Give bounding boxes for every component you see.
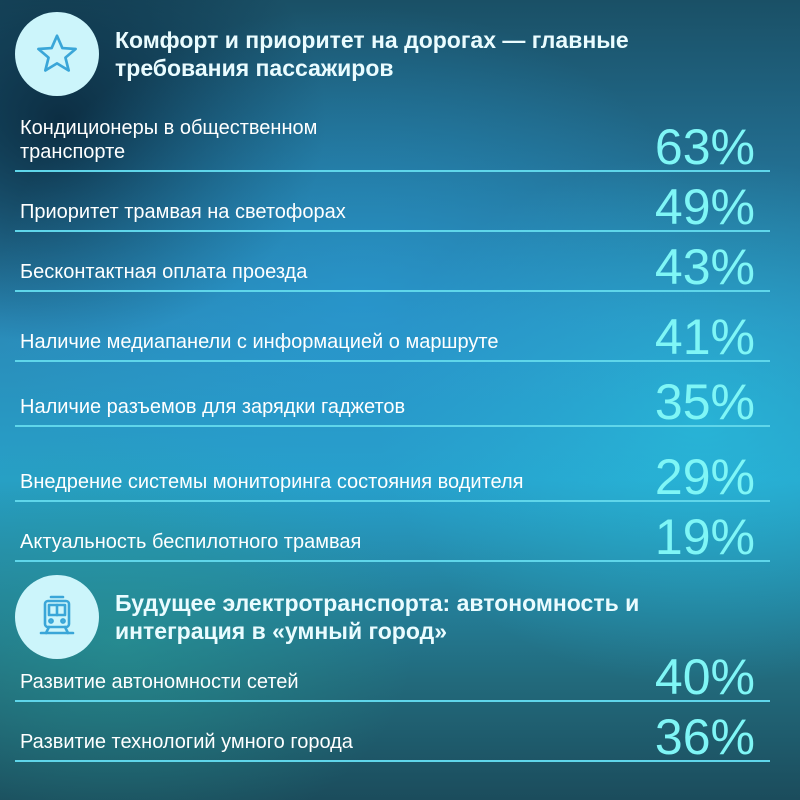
stat-value: 35% — [654, 374, 755, 430]
stat-row: Кондиционеры в общественном транспорте 6… — [15, 110, 770, 175]
stat-value: 36% — [654, 709, 755, 765]
stat-row: Внедрение системы мониторинга состояния … — [15, 425, 770, 505]
stat-row: Наличие разъемов для зарядки гаджетов 35… — [15, 360, 770, 430]
stat-row: Бесконтактная оплата проезда 43% — [15, 230, 770, 295]
stat-label: Развитие автономности сетей — [20, 671, 299, 693]
stat-value: 41% — [654, 309, 755, 365]
tram-badge — [15, 575, 99, 659]
stat-row: Наличие медиапанели с информацией о марш… — [15, 290, 770, 365]
star-badge — [15, 12, 99, 96]
stat-value: 29% — [654, 449, 755, 505]
section2-header: Будущее электротранспорта: автономность … — [15, 575, 735, 659]
stat-value: 40% — [654, 649, 755, 705]
section1-title: Комфорт и приоритет на дорогах — главные… — [115, 27, 629, 81]
stat-label: Приоритет трамвая на светофорах — [20, 201, 346, 223]
stat-value: 49% — [654, 179, 755, 235]
stat-row: Развитие технологий умного города 36% — [15, 700, 770, 765]
star-icon — [37, 34, 77, 72]
stat-row: Приоритет трамвая на светофорах 49% — [15, 170, 770, 235]
stat-label: Кондиционеры в общественном транспорте — [20, 117, 318, 163]
stat-label: Актуальность беспилотного трамвая — [20, 531, 362, 553]
stat-label: Бесконтактная оплата проезда — [20, 261, 308, 283]
section2-title: Будущее электротранспорта: автономность … — [115, 590, 640, 644]
stat-label: Наличие разъемов для зарядки гаджетов — [20, 396, 406, 418]
tram-icon — [39, 595, 75, 635]
stat-value: 43% — [654, 239, 755, 295]
section1-header: Комфорт и приоритет на дорогах — главные… — [15, 12, 715, 96]
stat-label: Развитие технологий умного города — [20, 731, 353, 753]
stat-value: 63% — [654, 119, 755, 175]
stat-label: Наличие медиапанели с информацией о марш… — [20, 331, 499, 353]
stat-row: Развитие автономности сетей 40% — [15, 640, 770, 705]
stat-value: 19% — [654, 509, 755, 565]
stat-label: Внедрение системы мониторинга состояния … — [20, 471, 524, 493]
stat-row: Актуальность беспилотного трамвая 19% — [15, 500, 770, 565]
